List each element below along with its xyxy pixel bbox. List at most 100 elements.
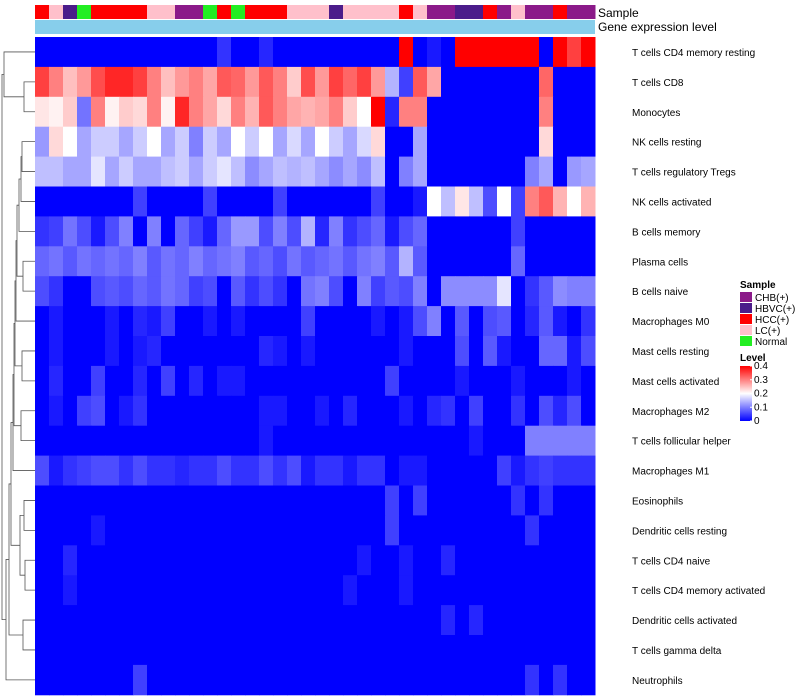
heatmap-cell xyxy=(553,395,568,427)
heatmap-cell xyxy=(427,306,442,337)
heatmap-cell xyxy=(497,276,512,307)
heatmap-cell xyxy=(399,545,414,576)
heatmap-cell xyxy=(35,395,50,427)
heatmap-cell xyxy=(63,575,78,606)
level-legend-label: 0.4 xyxy=(754,361,768,372)
heatmap-cell xyxy=(567,186,582,217)
heatmap-cell xyxy=(161,246,176,277)
heatmap-cell xyxy=(441,455,456,486)
heatmap-cell xyxy=(147,605,162,636)
heatmap-cell xyxy=(63,395,78,427)
heatmap-cell xyxy=(469,485,484,516)
heatmap-cell xyxy=(119,365,134,397)
heatmap-cell xyxy=(343,216,358,247)
heatmap-cell xyxy=(77,306,92,337)
heatmap-cell xyxy=(63,276,78,307)
row-label: T cells CD4 memory activated xyxy=(632,586,765,597)
sample-annotation-cell xyxy=(133,5,148,19)
row-label: Neutrophils xyxy=(632,676,683,687)
heatmap-cell xyxy=(287,485,302,516)
heatmap-cell xyxy=(553,66,568,98)
heatmap-cell xyxy=(273,96,288,128)
heatmap-cell xyxy=(581,455,596,486)
heatmap-cell xyxy=(357,515,372,546)
heatmap-cell xyxy=(133,605,148,636)
heatmap-cell xyxy=(273,425,288,457)
heatmap-cell xyxy=(399,66,414,98)
heatmap-cell xyxy=(455,395,470,427)
sample-annotation-cell xyxy=(483,5,498,19)
heatmap-cell xyxy=(133,425,148,457)
sample-annotation-cell xyxy=(455,5,470,19)
heatmap-cell xyxy=(133,336,148,367)
heatmap-cell xyxy=(399,276,414,307)
heatmap-cell xyxy=(539,276,554,307)
heatmap-cell xyxy=(259,455,274,486)
heatmap-cell xyxy=(553,246,568,277)
heatmap-cell xyxy=(567,126,582,158)
heatmap-cell xyxy=(455,336,470,367)
heatmap-cell xyxy=(315,126,330,158)
heatmap-cell xyxy=(301,635,316,666)
heatmap-cell xyxy=(441,635,456,666)
heatmap-cell xyxy=(287,425,302,457)
heatmap-cell xyxy=(217,66,232,98)
heatmap-cell xyxy=(63,37,78,68)
heatmap-cell xyxy=(581,246,596,277)
row-label: T cells CD8 xyxy=(632,78,684,89)
heatmap-cell xyxy=(189,126,204,158)
heatmap-cell xyxy=(581,216,596,247)
heatmap-cell xyxy=(259,425,274,457)
heatmap-cell xyxy=(455,635,470,666)
heatmap-cell xyxy=(287,515,302,546)
row-dendrogram xyxy=(1,51,35,681)
heatmap-cell xyxy=(259,37,274,68)
heatmap-cell xyxy=(259,246,274,277)
heatmap-cell xyxy=(441,485,456,516)
heatmap-cell xyxy=(511,336,526,367)
heatmap-cell xyxy=(189,395,204,427)
heatmap-cell xyxy=(343,425,358,457)
heatmap-cell xyxy=(511,365,526,397)
heatmap-cell xyxy=(511,66,526,98)
heatmap-cell xyxy=(525,365,540,397)
sample-annotation-cell xyxy=(203,5,218,19)
heatmap-cell xyxy=(49,455,64,486)
heatmap-cell xyxy=(217,306,232,337)
heatmap-cell xyxy=(189,664,204,696)
heatmap-cell xyxy=(525,96,540,128)
heatmap-cell xyxy=(287,635,302,666)
sample-legend-label: CHB(+) xyxy=(755,293,789,304)
heatmap-cell xyxy=(245,365,260,397)
heatmap-cell xyxy=(259,635,274,666)
heatmap-cell xyxy=(49,425,64,457)
sample-annotation-bar xyxy=(35,5,596,19)
heatmap-cell xyxy=(245,575,260,606)
heatmap-cell xyxy=(553,365,568,397)
heatmap-cell xyxy=(385,515,400,546)
heatmap-cell xyxy=(441,395,456,427)
heatmap-cell xyxy=(105,395,120,427)
heatmap-cell xyxy=(49,545,64,576)
row-label: Dendritic cells activated xyxy=(632,616,737,627)
heatmap-cell xyxy=(385,306,400,337)
heatmap-cell xyxy=(105,66,120,98)
heatmap-cell xyxy=(91,336,106,367)
heatmap-cell xyxy=(483,246,498,277)
heatmap-cell xyxy=(553,515,568,546)
heatmap-cell xyxy=(301,395,316,427)
dendrogram-branch xyxy=(15,240,35,322)
sample-annotation-cell xyxy=(147,5,162,19)
heatmap-cell xyxy=(567,66,582,98)
heatmap-cell xyxy=(553,276,568,307)
heatmap-cell xyxy=(161,455,176,486)
sample-annotation-cell xyxy=(77,5,92,19)
heatmap-cell xyxy=(329,425,344,457)
heatmap-cell xyxy=(273,395,288,427)
heatmap-cell xyxy=(77,635,92,666)
heatmap-cell xyxy=(385,126,400,158)
heatmap-cell xyxy=(371,66,386,98)
heatmap-cell xyxy=(385,455,400,486)
heatmap-cell xyxy=(581,156,596,187)
heatmap-cell xyxy=(301,455,316,486)
